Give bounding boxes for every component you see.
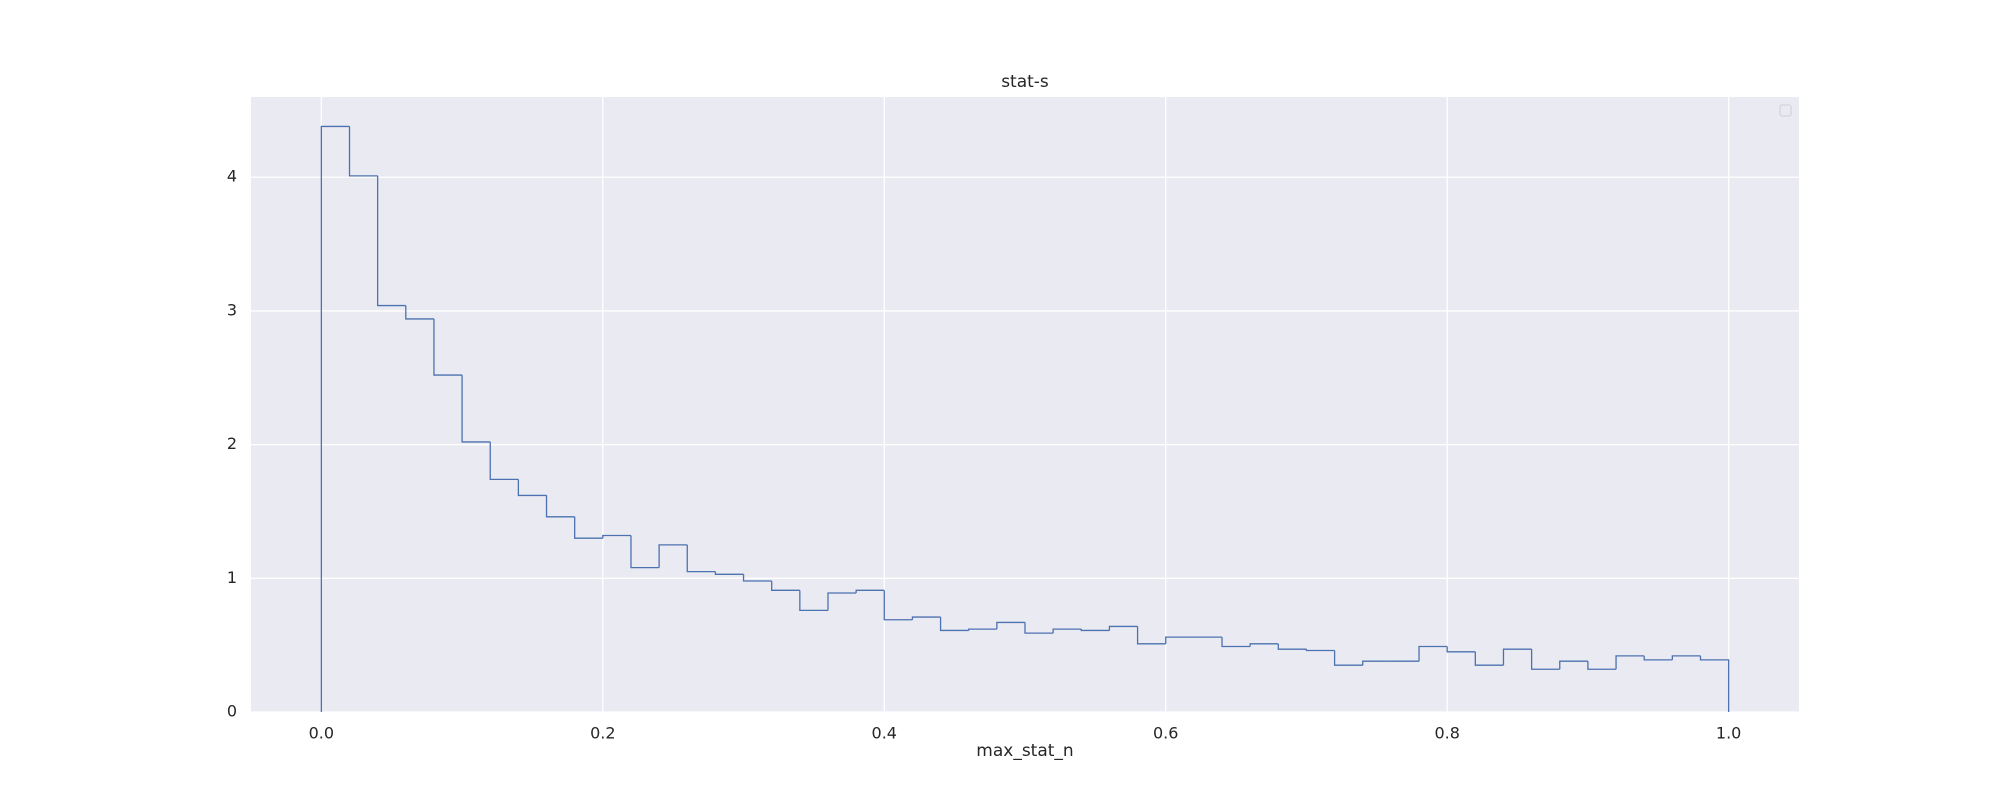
histogram-step	[1587, 661, 1617, 670]
histogram-step	[1165, 636, 1194, 644]
histogram-step	[1249, 643, 1279, 647]
histogram-step	[517, 479, 547, 497]
x-tick-label: 0.0	[309, 724, 334, 743]
histogram-step	[1136, 626, 1166, 645]
x-tick-label: 0.4	[872, 724, 897, 743]
histogram-step	[348, 126, 378, 177]
grid	[251, 97, 1799, 713]
y-tick-label: 1	[227, 568, 237, 587]
histogram-step	[968, 628, 997, 631]
histogram-step	[1615, 655, 1645, 670]
histogram-step	[1699, 655, 1730, 712]
y-tick-label: 2	[227, 434, 237, 453]
histogram-step	[1530, 649, 1560, 670]
x-tick-label: 0.6	[1153, 724, 1178, 743]
histogram-step	[602, 534, 631, 539]
histogram-step	[855, 589, 885, 594]
x-tick-label: 1.0	[1716, 724, 1741, 743]
histogram-step	[1108, 625, 1138, 631]
x-axis-label: max_stat_n	[976, 741, 1073, 761]
histogram-step	[1446, 646, 1476, 653]
histogram	[320, 125, 1730, 712]
histogram-step	[377, 175, 406, 307]
x-tick-label: 0.8	[1434, 724, 1459, 743]
histogram-step	[1080, 629, 1110, 632]
histogram-step	[1418, 645, 1448, 662]
histogram-step	[799, 590, 828, 612]
histogram-step	[1502, 648, 1532, 666]
histogram-step	[545, 495, 575, 518]
x-tick-label: 0.2	[590, 724, 615, 743]
histogram-step	[1643, 655, 1673, 661]
histogram-step	[742, 574, 772, 582]
histogram-step	[883, 590, 913, 621]
histogram-step	[827, 592, 857, 611]
histogram-step	[1362, 660, 1391, 666]
histogram-step	[996, 621, 1025, 630]
histogram-step	[1024, 622, 1054, 634]
histogram-step	[911, 616, 941, 620]
y-tick-label: 0	[227, 702, 237, 721]
histogram-step	[433, 318, 463, 376]
chart-title: stat-s	[1001, 72, 1049, 92]
histogram-step	[320, 125, 350, 712]
histogram-step	[574, 516, 603, 539]
histogram-step	[489, 441, 519, 481]
legend	[1779, 104, 1792, 117]
histogram-step	[1221, 637, 1251, 648]
histogram-step	[1474, 651, 1504, 666]
histogram-step	[405, 305, 434, 320]
y-tick-label: 4	[227, 167, 237, 186]
histogram-step	[1671, 655, 1701, 660]
histogram-step	[686, 544, 716, 573]
histogram-step	[630, 535, 660, 569]
histogram-step	[714, 571, 744, 575]
histogram-step	[461, 375, 491, 443]
histogram-step	[939, 617, 969, 632]
histogram-step	[771, 580, 800, 591]
histogram-step	[1277, 643, 1307, 650]
plot-area	[251, 97, 1799, 712]
y-tick-label: 3	[227, 300, 237, 319]
histogram-step	[1333, 650, 1363, 666]
histogram-step	[658, 544, 688, 568]
histogram-step	[1052, 628, 1082, 634]
histogram-step	[1305, 649, 1335, 652]
histogram-step	[1559, 660, 1588, 670]
